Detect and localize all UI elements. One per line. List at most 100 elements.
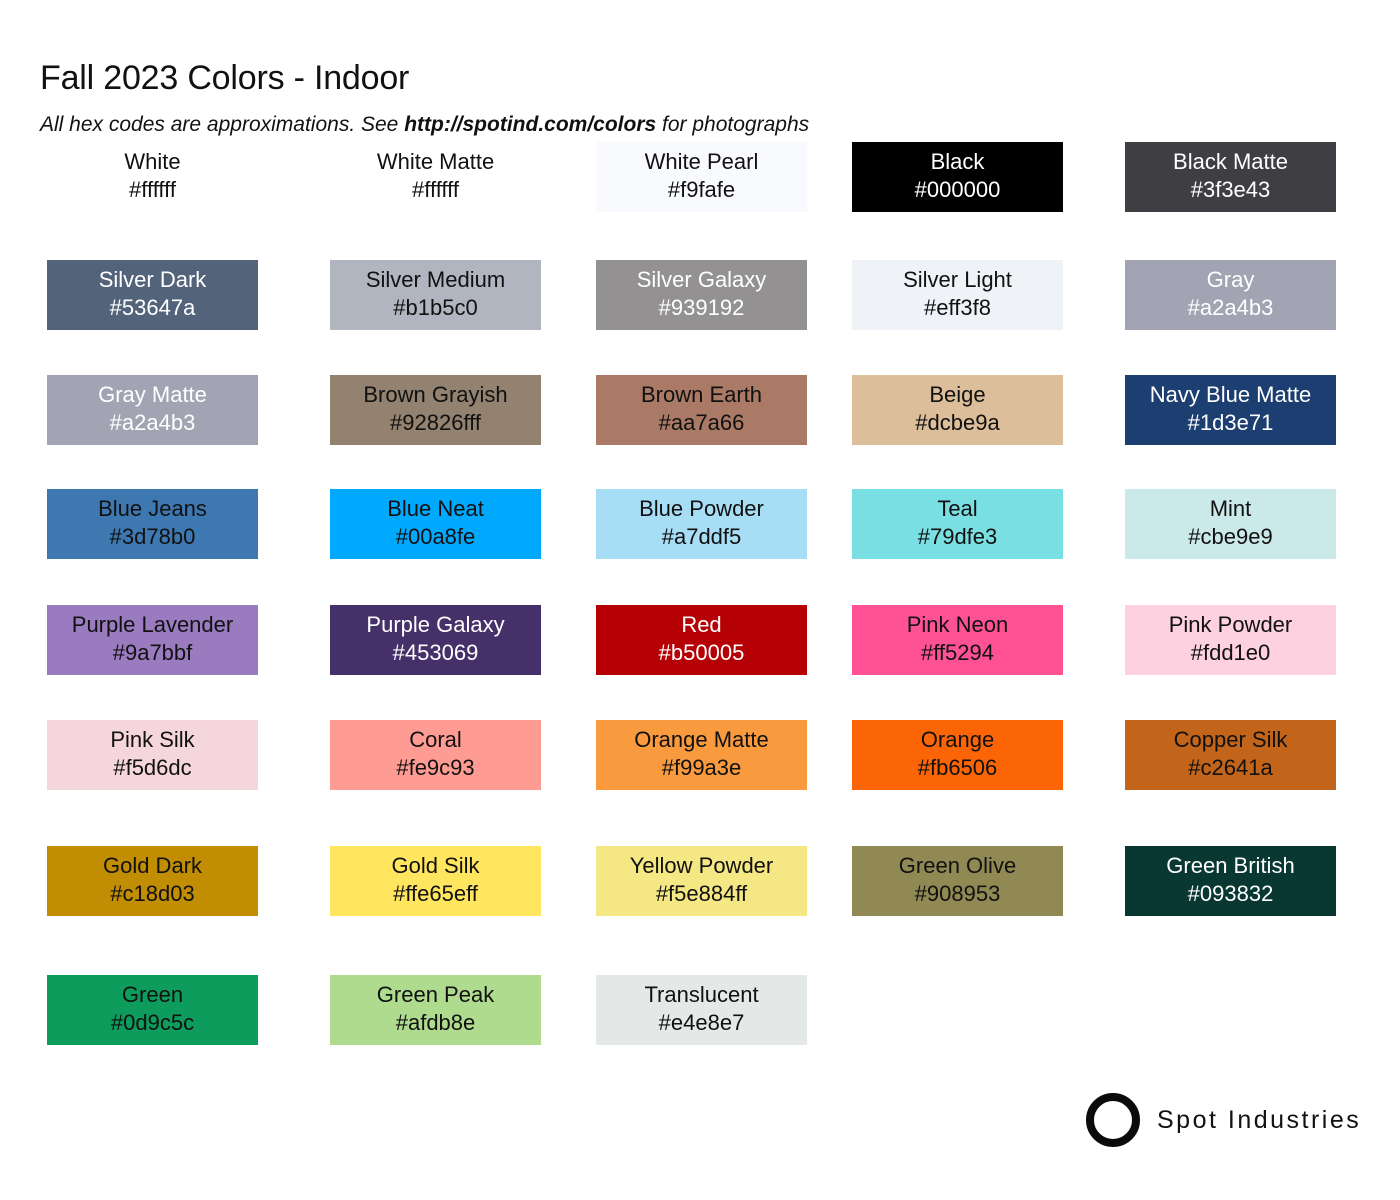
color-swatch-green-peak: Green Peak #afdb8e [330, 975, 541, 1045]
swatch-name: Orange [920, 727, 995, 752]
color-swatch-translucent: Translucent #e4e8e7 [596, 975, 807, 1045]
swatch-hex: #b1b5c0 [393, 295, 478, 320]
swatch-name: Silver Dark [98, 267, 207, 292]
swatch-name: Pink Silk [110, 727, 195, 752]
color-swatch-black-matte: Black Matte #3f3e43 [1125, 142, 1336, 212]
swatch-grid: White #ffffff White Matte #ffffff White Pear… [47, 142, 1336, 1045]
color-swatch-blue-jeans: Blue Jeans #3d78b0 [47, 489, 258, 559]
color-swatch-green: Green #0d9c5c [47, 975, 258, 1045]
swatch-name: Translucent [644, 982, 759, 1007]
color-swatch-beige: Beige #dcbe9a [852, 375, 1063, 445]
swatch-hex: #093832 [1187, 881, 1274, 906]
color-swatch-silver-light: Silver Light #eff3f8 [852, 260, 1063, 330]
color-swatch-gold-silk: Gold Silk #ffe65eff [330, 846, 541, 916]
brand-name: Spot Industries [1157, 1105, 1362, 1134]
swatch-hex: #dcbe9a [915, 410, 1000, 435]
swatch-name: Orange Matte [634, 727, 769, 752]
swatch-name: Gray Matte [98, 382, 207, 407]
swatch-hex: #79dfe3 [917, 524, 998, 549]
color-swatch-white-matte: White Matte #ffffff [330, 142, 541, 212]
brand-logo: Spot Industries [1086, 1092, 1361, 1148]
color-swatch-orange: Orange #fb6506 [852, 720, 1063, 790]
swatch-hex: #3f3e43 [1190, 177, 1271, 202]
color-swatch-pink-silk: Pink Silk #f5d6dc [47, 720, 258, 790]
color-swatch-teal: Teal #79dfe3 [852, 489, 1063, 559]
color-swatch-brown-earth: Brown Earth #aa7a66 [596, 375, 807, 445]
color-swatch-silver-medium: Silver Medium #b1b5c0 [330, 260, 541, 330]
swatch-name: Gray [1206, 267, 1255, 292]
subtitle-prefix: All hex codes are approximations. See [40, 113, 405, 136]
swatch-name: Brown Grayish [363, 382, 508, 407]
swatch-name: Teal [937, 496, 978, 521]
swatch-name: White [124, 149, 181, 174]
color-swatch-purple-lavender: Purple Lavender #9a7bbf [47, 605, 258, 675]
color-swatch-orange-matte: Orange Matte #f99a3e [596, 720, 807, 790]
color-swatch-blue-powder: Blue Powder #a7ddf5 [596, 489, 807, 559]
color-swatch-white: White #ffffff [47, 142, 258, 212]
swatch-hex: #cbe9e9 [1188, 524, 1273, 549]
swatch-hex: #e4e8e7 [658, 1010, 745, 1035]
swatch-name: Red [681, 612, 722, 637]
swatch-name: Beige [929, 382, 986, 407]
swatch-hex: #afdb8e [395, 1010, 476, 1035]
subtitle-suffix: for photographs [656, 113, 810, 136]
color-swatch-navy-blue-matte: Navy Blue Matte #1d3e71 [1125, 375, 1336, 445]
swatch-hex: #f5e884ff [655, 881, 748, 906]
swatch-hex: #b50005 [658, 640, 745, 665]
swatch-hex: #f5d6dc [113, 755, 192, 780]
swatch-hex: #ff5294 [920, 640, 994, 665]
swatch-name: Mint [1209, 496, 1252, 521]
swatch-name: Gold Silk [391, 853, 480, 878]
ring-icon [1086, 1093, 1140, 1147]
swatch-name: Green [121, 982, 184, 1007]
color-swatch-gray: Gray #a2a4b3 [1125, 260, 1336, 330]
swatch-hex: #92826fff [390, 410, 481, 435]
swatch-name: Blue Neat [387, 496, 484, 521]
swatch-name: Navy Blue Matte [1149, 382, 1312, 407]
swatch-name: Copper Silk [1173, 727, 1288, 752]
swatch-hex: #908953 [914, 881, 1001, 906]
color-swatch-mint: Mint #cbe9e9 [1125, 489, 1336, 559]
swatch-name: Pink Powder [1168, 612, 1293, 637]
swatch-hex: #00a8fe [395, 524, 476, 549]
swatch-hex: #939192 [658, 295, 745, 320]
color-swatch-white-pearl: White Pearl #f9fafe [596, 142, 807, 212]
swatch-name: White Matte [376, 149, 495, 174]
swatch-name: Silver Light [903, 267, 1012, 292]
swatch-hex: #fe9c93 [396, 755, 475, 780]
swatch-hex: #fb6506 [917, 755, 998, 780]
swatch-name: Yellow Powder [629, 853, 774, 878]
page-title: Fall 2023 Colors - Indoor [40, 58, 410, 97]
color-swatch-yellow-powder: Yellow Powder #f5e884ff [596, 846, 807, 916]
swatch-hex: #ffe65eff [393, 881, 478, 906]
swatch-name: Brown Earth [640, 382, 763, 407]
color-swatch-silver-galaxy: Silver Galaxy #939192 [596, 260, 807, 330]
swatch-hex: #9a7bbf [112, 640, 193, 665]
swatch-name: Pink Neon [906, 612, 1009, 637]
swatch-hex: #1d3e71 [1187, 410, 1274, 435]
swatch-hex: #ffffff [412, 177, 459, 202]
color-swatch-green-olive: Green Olive #908953 [852, 846, 1063, 916]
swatch-hex: #a2a4b3 [109, 410, 196, 435]
swatch-hex: #aa7a66 [658, 410, 745, 435]
color-swatch-purple-galaxy: Purple Galaxy #453069 [330, 605, 541, 675]
color-swatch-red: Red #b50005 [596, 605, 807, 675]
swatch-name: Blue Powder [639, 496, 764, 521]
swatch-name: Green Olive [898, 853, 1017, 878]
swatch-hex: #a2a4b3 [1187, 295, 1274, 320]
swatch-name: Gold Dark [102, 853, 203, 878]
swatch-name: Purple Galaxy [366, 612, 505, 637]
swatch-hex: #3d78b0 [109, 524, 196, 549]
swatch-hex: #c18d03 [110, 881, 195, 906]
color-swatch-coral: Coral #fe9c93 [330, 720, 541, 790]
swatch-name: Coral [409, 727, 462, 752]
page-subtitle: All hex codes are approximations. See ht… [40, 113, 809, 137]
color-swatch-gold-dark: Gold Dark #c18d03 [47, 846, 258, 916]
swatch-hex: #c2641a [1188, 755, 1273, 780]
color-swatch-silver-dark: Silver Dark #53647a [47, 260, 258, 330]
swatch-name: Blue Jeans [98, 496, 207, 521]
swatch-hex: #fdd1e0 [1190, 640, 1271, 665]
swatch-hex: #000000 [914, 177, 1001, 202]
color-swatch-gray-matte: Gray Matte #a2a4b3 [47, 375, 258, 445]
swatch-name: Green British [1166, 853, 1295, 878]
